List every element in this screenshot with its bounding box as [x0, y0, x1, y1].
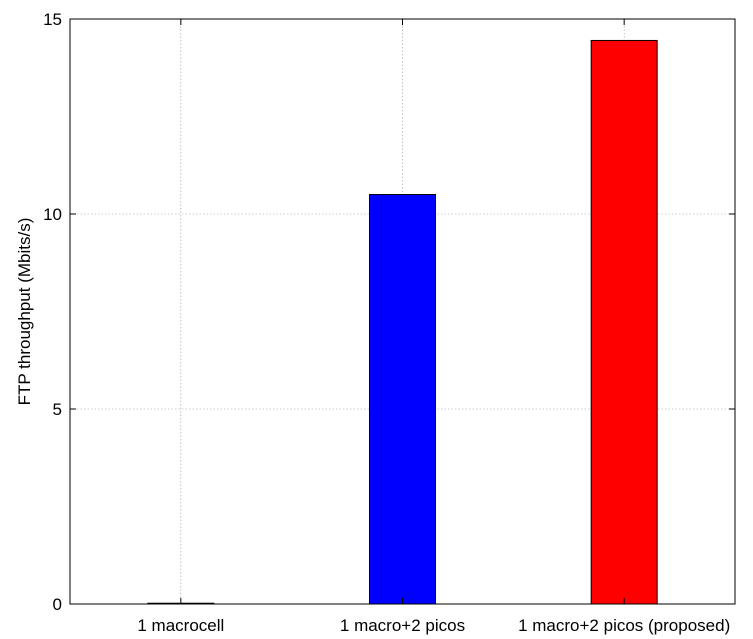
y-tick-label: 0 [53, 595, 62, 614]
x-tick-label: 1 macro+2 picos [340, 616, 465, 635]
y-axis-label: FTP throughput (Mbits/s) [15, 218, 34, 406]
bar [590, 39, 658, 605]
x-tick-label: 1 macrocell [137, 616, 224, 635]
bar [369, 194, 436, 605]
y-tick-label: 10 [43, 205, 62, 224]
x-tick-label: 1 macro+2 picos (proposed) [518, 616, 730, 635]
y-tick-label: 5 [53, 400, 62, 419]
axis-ticks: 0 5 10 15 1 macrocell 1 macro+2 picos 1 macro+… [43, 10, 735, 635]
y-tick-label: 15 [43, 10, 62, 29]
